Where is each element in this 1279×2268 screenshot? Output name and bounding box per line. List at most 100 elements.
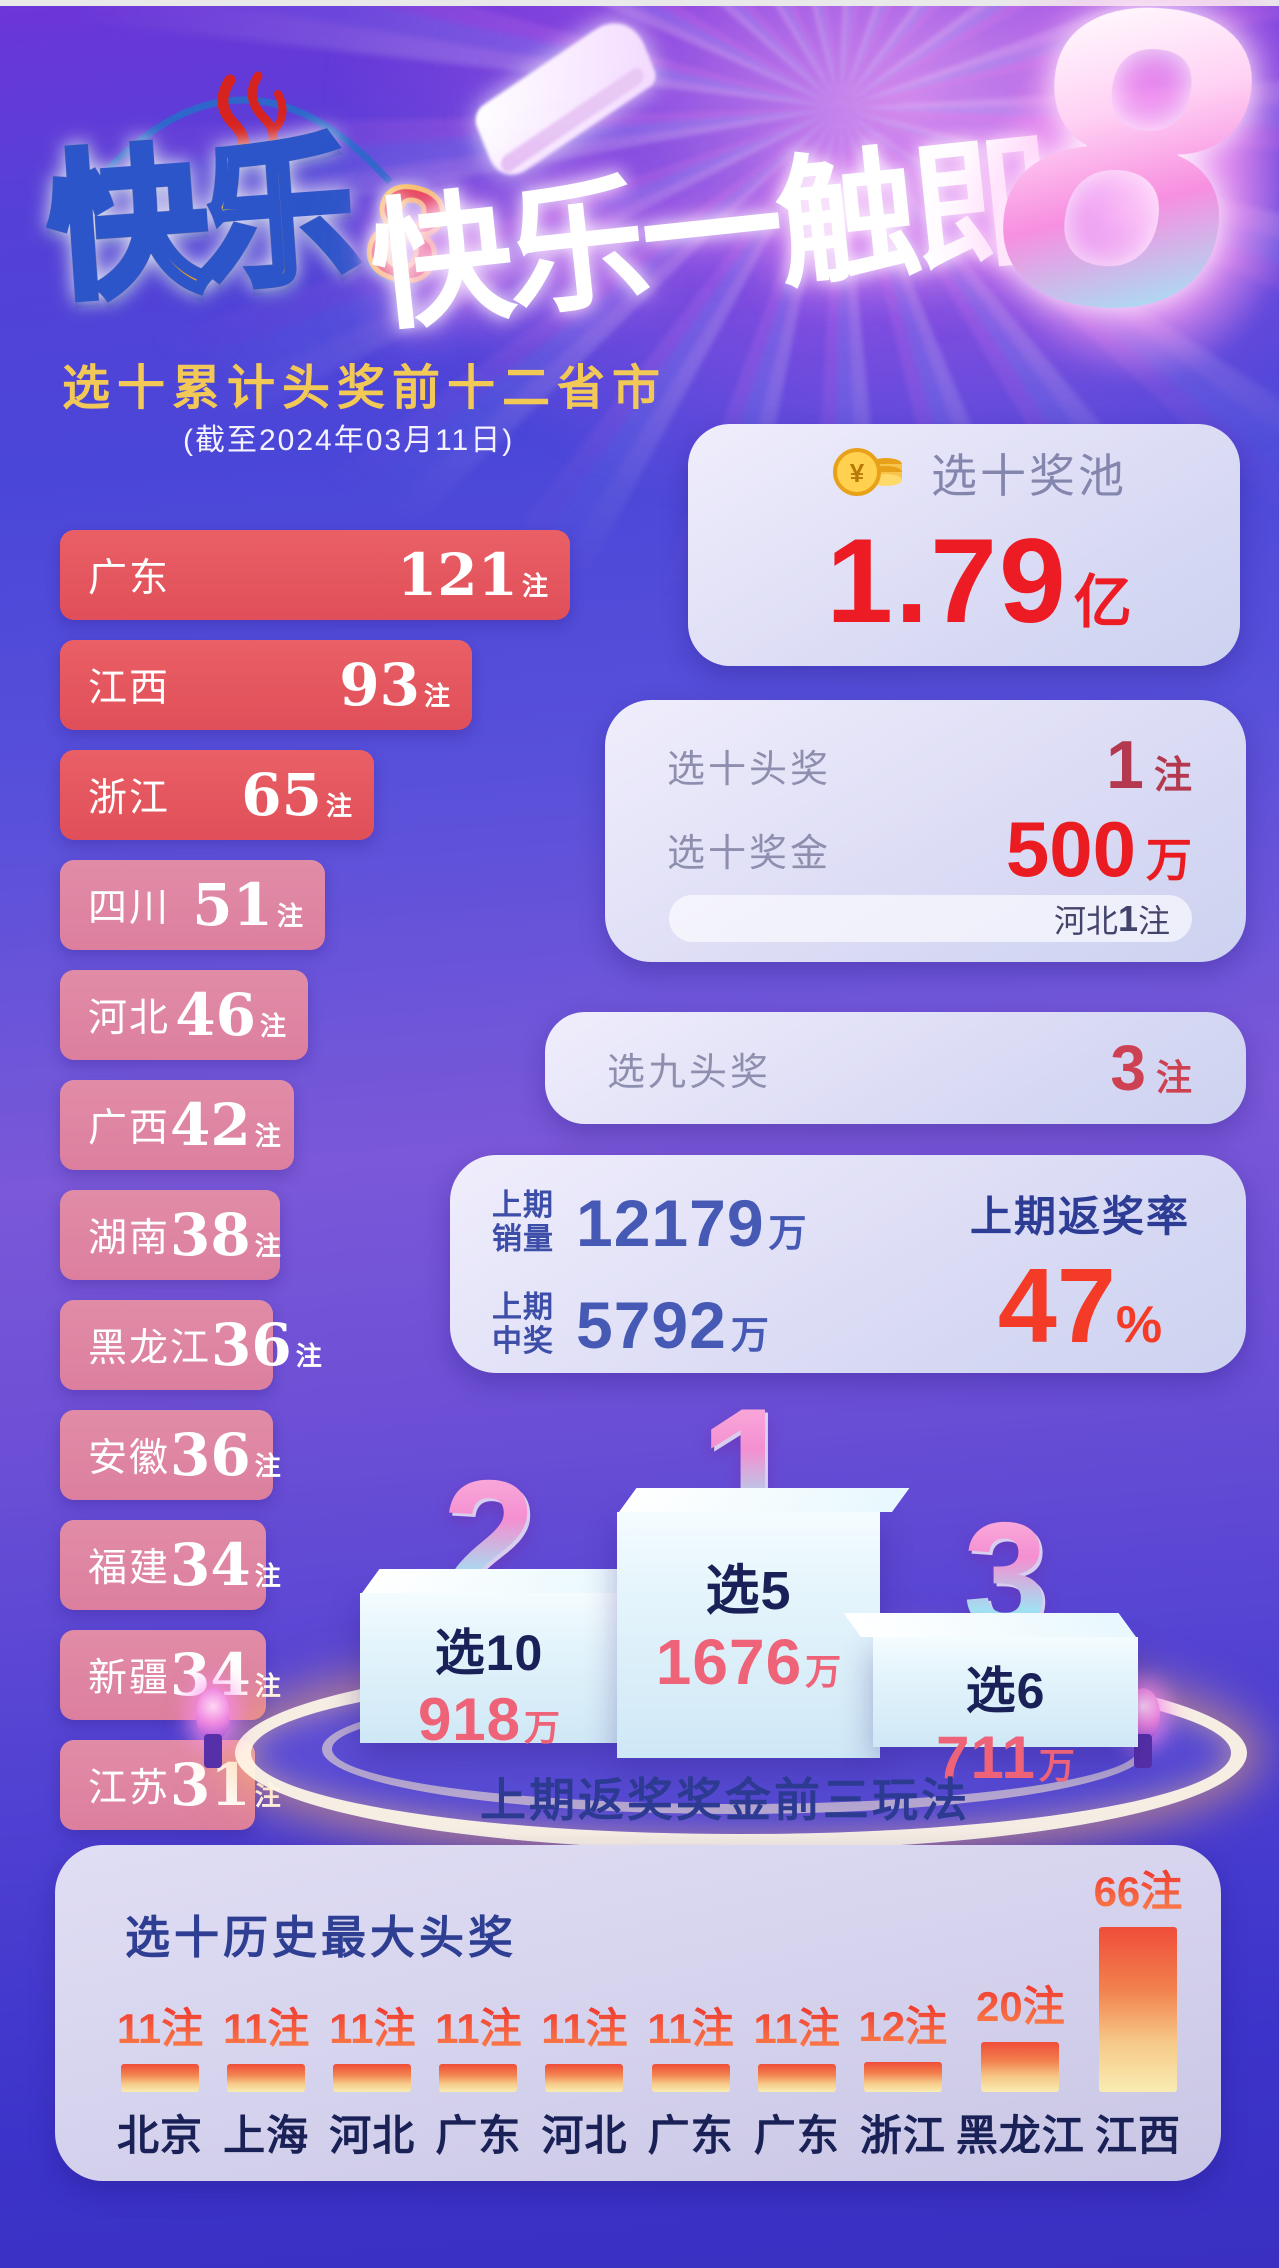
history-bar-column: 66注江西	[1085, 1858, 1191, 2163]
province-bar-label: 广东	[88, 557, 171, 600]
province-bar-label: 江苏	[88, 1767, 171, 1810]
period-sales-stat: 上期 销量 12179 万	[492, 1185, 807, 1261]
pick10-jackpot-card: ¥ 选十奖池 1.79 亿	[688, 424, 1240, 666]
province-bar-chart: 广东 121 注江西 93 注浙江 65 注四川 51 注河北 46 注广西 42 注湖南 38 注黑龙江 3…	[60, 530, 620, 1850]
history-bar-label: 浙江	[859, 2112, 946, 2159]
sales-unit: 万	[768, 1213, 807, 1255]
podium-amount-rank3: 711	[936, 1724, 1036, 1791]
history-bar-label: 广东	[435, 2112, 522, 2159]
podium-amount-rank1: 1676	[655, 1626, 803, 1698]
history-bar-column: 11注广东	[425, 1995, 531, 2163]
podium-caption: 上期返奖奖金前三玩法	[480, 1774, 970, 1826]
period-win-stat: 上期 中奖 5792 万	[492, 1287, 807, 1363]
history-bar-column: 11注 广东	[744, 1995, 850, 2163]
winner-count: 1	[1117, 897, 1138, 939]
province-bar-label: 新疆	[88, 1657, 171, 1700]
history-bar-value: 66注	[1094, 1858, 1183, 1919]
history-bar	[1098, 1927, 1177, 2092]
province-bar-value: 51 注	[192, 871, 303, 939]
pick10-jackpot-count-unit: 注	[1153, 755, 1192, 797]
left-chart-title: 选十累计头奖前十二省市	[62, 362, 668, 415]
province-bar-value: 42 注	[170, 1091, 281, 1159]
history-bar-value: 12注	[858, 1993, 947, 2054]
history-bar-value: 11注	[223, 1995, 309, 2056]
province-bar-label: 黑龙江	[88, 1327, 212, 1370]
pick10-prize-label: 选十奖金	[667, 833, 832, 875]
history-bar-label: 河北	[329, 2112, 416, 2159]
pick9-card: 选九头奖 3 注	[545, 1012, 1246, 1124]
lottery-emblem-icon	[97, 71, 393, 185]
history-bar-label: 北京	[117, 2112, 204, 2159]
podium-game-rank2: 选10	[434, 1625, 544, 1681]
brand-text: 快乐	[40, 82, 359, 331]
winner-count-unit: 注	[1137, 902, 1170, 939]
sales-label-line1: 上期	[492, 1188, 554, 1222]
podium-amount-unit-rank3: 万	[1038, 1745, 1075, 1786]
pick10-jackpot-label: 选十头奖	[667, 748, 832, 791]
history-bar	[121, 2064, 200, 2092]
province-bar-label: 四川	[88, 887, 171, 930]
province-bar-label: 湖南	[88, 1217, 171, 1260]
province-bar-value: 65 注	[241, 761, 352, 829]
podium-block-rank3: 选6 711 万	[873, 1637, 1138, 1791]
sales-value: 12179	[576, 1186, 765, 1260]
history-bar-chart: 11注 北京 11注 上海 11注 河北 11注 广东 11注 河北 11注 广东 11注 广东 12注 浙江…	[107, 1868, 1191, 2163]
province-bar-value: 46 注	[175, 981, 286, 1049]
province-bar: 福建 34 注	[60, 1520, 281, 1610]
kuaile8-logo: 快乐 8	[40, 30, 463, 350]
history-bar	[333, 2064, 412, 2092]
history-chart-card: 选十历史最大头奖 11注 北京 11注 上海 11注 河北 11注 广东 11注 河北 11注 广东 1…	[55, 1845, 1221, 2181]
history-bar-label: 上海	[223, 2112, 310, 2159]
province-bar-label: 浙江	[88, 777, 171, 820]
province-bar: 广东 121 注	[60, 530, 570, 620]
history-bar-value: 11注	[435, 1995, 521, 2056]
jackpot-value: 1.79	[826, 514, 1068, 648]
return-rate-stat: 上期返奖率 47 %	[970, 1183, 1190, 1367]
win-value: 5792	[576, 1288, 727, 1362]
history-bar-column: 12注浙江	[850, 1993, 956, 2163]
winner-region: 河北	[1053, 902, 1118, 939]
big-eight-number: 8	[981, 0, 1269, 408]
podium-block-rank2: 选10 918 万	[360, 1593, 618, 1753]
history-bar-value: 11注	[117, 1995, 203, 2056]
history-bar	[227, 2064, 306, 2092]
pick9-count-unit: 注	[1155, 1057, 1192, 1098]
province-bar-label: 广西	[88, 1107, 171, 1150]
top-strip	[0, 0, 1279, 6]
history-bar	[863, 2062, 942, 2092]
svg-text:¥: ¥	[850, 458, 865, 488]
pick10-prize-amount-unit: 万	[1146, 834, 1192, 886]
province-bar-value: 36 注	[211, 1311, 322, 1379]
podium-game-rank3: 选6	[965, 1663, 1046, 1719]
province-bar-label: 河北	[88, 997, 171, 1040]
history-chart-title: 选十历史最大头奖	[125, 1912, 518, 1963]
history-bar-label: 广东	[647, 2112, 734, 2159]
win-label-line1: 上期	[492, 1290, 554, 1324]
province-bar: 安徽 36 注	[60, 1410, 281, 1500]
podium-amount-rank2: 918	[417, 1686, 522, 1753]
podium-amount-unit-rank2: 万	[524, 1707, 561, 1748]
pick10-winner-region-pill: 河北 1 注	[669, 895, 1192, 942]
history-bar-value: 11注	[329, 1995, 415, 2056]
province-bar: 黑龙江 36 注	[60, 1300, 322, 1390]
history-bar	[981, 2042, 1060, 2092]
gold-coins-icon: ¥	[831, 442, 917, 504]
province-bar: 四川 51 注	[60, 860, 325, 950]
stage-lamp-left	[196, 1688, 230, 1768]
history-bar-column: 11注 广东	[638, 1995, 744, 2163]
province-bar: 河北 46 注	[60, 970, 308, 1060]
province-bar: 广西 42 注	[60, 1080, 294, 1170]
province-bar-value: 121 注	[396, 541, 548, 609]
pick10-jackpot-count: 1	[1106, 727, 1144, 803]
jackpot-unit: 亿	[1073, 570, 1132, 635]
province-bar: 浙江 65 注	[60, 750, 374, 840]
province-bar-label: 福建	[88, 1547, 171, 1590]
history-bar-label: 江西	[1094, 2112, 1181, 2159]
jackpot-label: 选十奖池	[931, 450, 1127, 502]
rate-value: 47	[997, 1247, 1116, 1365]
pick10-prize-card: 选十头奖 1 注 选十奖金 500 万 河北 1 注	[605, 700, 1246, 962]
eight-glow-decor	[990, 20, 1279, 380]
podium-amount-unit-rank1: 万	[805, 1651, 842, 1692]
province-bar-value: 34 注	[170, 1531, 281, 1599]
